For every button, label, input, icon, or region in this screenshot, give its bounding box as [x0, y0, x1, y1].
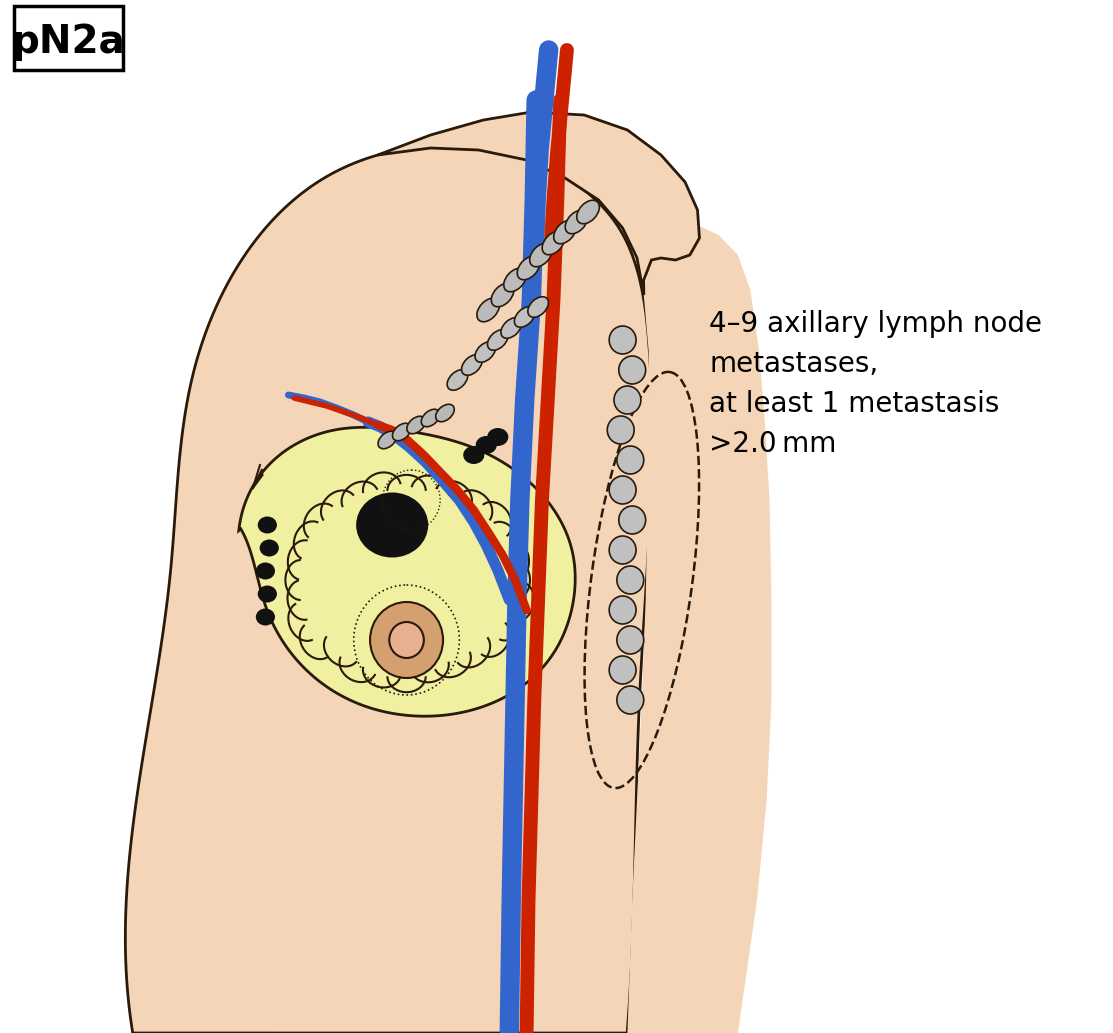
Ellipse shape — [528, 296, 549, 317]
Ellipse shape — [487, 428, 509, 446]
Ellipse shape — [487, 330, 508, 350]
Ellipse shape — [565, 211, 588, 233]
Circle shape — [614, 386, 641, 414]
Ellipse shape — [577, 200, 600, 224]
Polygon shape — [126, 146, 652, 1033]
Text: pN2a: pN2a — [11, 23, 126, 61]
Circle shape — [617, 446, 643, 474]
Ellipse shape — [542, 231, 564, 255]
Circle shape — [617, 686, 643, 714]
Text: at least 1 metastasis: at least 1 metastasis — [709, 390, 999, 418]
Ellipse shape — [530, 243, 552, 267]
Ellipse shape — [518, 256, 540, 280]
Circle shape — [609, 536, 636, 564]
Circle shape — [609, 596, 636, 624]
Circle shape — [390, 622, 424, 658]
FancyBboxPatch shape — [13, 6, 124, 70]
Ellipse shape — [447, 370, 467, 390]
Ellipse shape — [422, 409, 440, 427]
Circle shape — [608, 416, 634, 444]
Circle shape — [617, 626, 643, 654]
Ellipse shape — [553, 220, 577, 244]
Ellipse shape — [504, 269, 526, 291]
Ellipse shape — [475, 436, 496, 453]
Circle shape — [619, 506, 646, 534]
Circle shape — [609, 326, 636, 354]
Ellipse shape — [407, 416, 425, 434]
Text: 4–9 axillary lymph node: 4–9 axillary lymph node — [709, 310, 1042, 338]
Polygon shape — [239, 428, 575, 716]
Ellipse shape — [491, 283, 514, 307]
Polygon shape — [377, 112, 699, 295]
Circle shape — [619, 356, 646, 384]
Ellipse shape — [258, 516, 277, 533]
Ellipse shape — [462, 354, 482, 375]
Ellipse shape — [356, 493, 429, 558]
Polygon shape — [628, 225, 771, 1033]
Circle shape — [617, 566, 643, 594]
Text: metastases,: metastases, — [709, 350, 878, 378]
Ellipse shape — [435, 404, 454, 421]
Ellipse shape — [259, 539, 279, 557]
Circle shape — [609, 476, 636, 504]
Ellipse shape — [258, 586, 277, 602]
Ellipse shape — [393, 424, 411, 441]
Circle shape — [609, 656, 636, 684]
Circle shape — [370, 602, 443, 678]
Text: >2.0 mm: >2.0 mm — [709, 430, 836, 458]
Ellipse shape — [256, 608, 275, 626]
Ellipse shape — [514, 307, 535, 327]
Ellipse shape — [476, 299, 500, 321]
Ellipse shape — [501, 318, 522, 338]
Ellipse shape — [463, 446, 484, 464]
Ellipse shape — [378, 431, 396, 448]
Ellipse shape — [475, 342, 495, 363]
Ellipse shape — [256, 563, 275, 580]
